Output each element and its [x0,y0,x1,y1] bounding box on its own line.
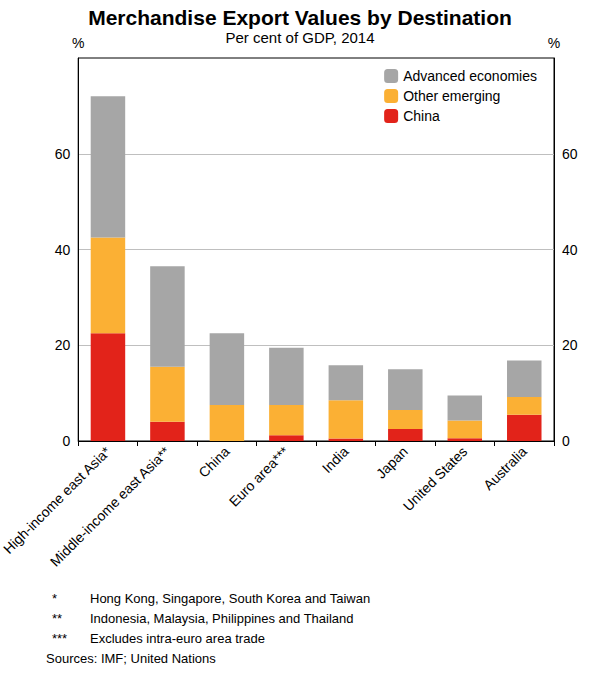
svg-text:China: China [403,108,440,124]
svg-text:Middle-income east Asia**: Middle-income east Asia** [47,443,174,570]
svg-text:*: * [52,591,57,606]
svg-text:0: 0 [62,433,70,449]
svg-text:Merchandise Export Values by D: Merchandise Export Values by Destination [88,6,512,29]
svg-text:India: India [319,443,352,476]
svg-text:Australia: Australia [480,443,530,493]
svg-text:United States: United States [400,443,471,514]
svg-text:%: % [548,35,560,51]
svg-text:Excludes intra-euro area trade: Excludes intra-euro area trade [90,631,265,646]
svg-text:40: 40 [562,242,578,258]
svg-text:Other emerging: Other emerging [403,88,500,104]
svg-text:Per cent of GDP, 2014: Per cent of GDP, 2014 [226,29,375,46]
svg-text:Advanced economies: Advanced economies [403,68,537,84]
svg-text:40: 40 [55,242,71,258]
svg-text:***: *** [52,631,67,646]
svg-text:Indonesia, Malaysia, Philippin: Indonesia, Malaysia, Philippines and Tha… [90,611,354,626]
svg-text:Euro area***: Euro area*** [226,443,293,510]
svg-text:China: China [195,443,232,480]
svg-text:High-income east Asia*: High-income east Asia* [0,443,114,557]
svg-text:**: ** [52,611,62,626]
svg-text:Sources: IMF; United Nations: Sources: IMF; United Nations [46,651,216,666]
svg-text:Japan: Japan [373,443,411,481]
svg-text:60: 60 [562,146,578,162]
svg-text:20: 20 [55,337,71,353]
svg-text:20: 20 [562,337,578,353]
svg-text:Hong Kong, Singapore, South Ko: Hong Kong, Singapore, South Korea and Ta… [90,591,370,606]
svg-text:%: % [72,35,84,51]
svg-text:60: 60 [55,146,71,162]
svg-text:0: 0 [562,433,570,449]
